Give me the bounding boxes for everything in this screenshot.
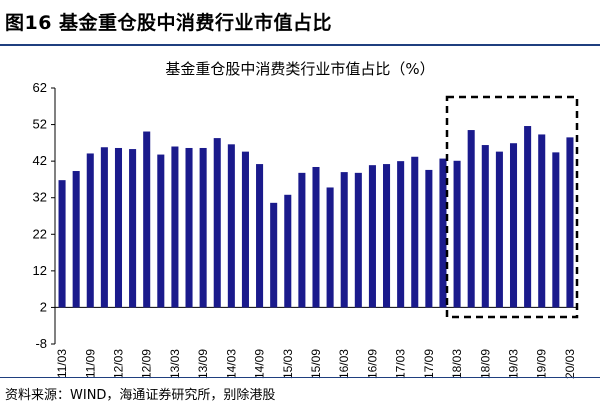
x-tick-label: 11/03	[55, 349, 69, 378]
bar-17-03	[397, 161, 405, 308]
bar-14-12	[270, 202, 278, 308]
bar-13-12	[213, 138, 221, 308]
x-tick-label: 14/09	[253, 349, 267, 379]
bar-14-03	[227, 144, 235, 308]
y-tick-label: -8	[35, 336, 47, 351]
bar-12-06	[129, 149, 137, 308]
y-axis-ticks: -8 2 12 22 32 42 52 62	[33, 80, 55, 351]
bar-15-12	[326, 187, 334, 308]
bar-19-09	[538, 134, 546, 308]
bar-12-12	[157, 154, 165, 308]
bar-17-12	[439, 158, 447, 308]
x-tick-label: 13/03	[168, 349, 182, 379]
chart-title: 基金重仓股中消费类行业市值占比（%）	[165, 60, 435, 78]
x-tick-label: 19/03	[507, 349, 521, 379]
x-tick-label: 15/09	[309, 349, 323, 379]
bar-11-12	[100, 147, 108, 308]
bar-11-09	[86, 153, 94, 308]
chart-bars	[58, 126, 574, 308]
x-tick-label: 17/03	[394, 349, 408, 379]
x-tick-label: 12/03	[111, 349, 125, 379]
bar-16-09	[368, 165, 376, 308]
x-tick-label: 15/03	[281, 349, 295, 379]
y-tick-label: 42	[33, 153, 47, 168]
bar-16-03	[340, 172, 348, 308]
x-tick-label: 11/09	[83, 349, 97, 378]
header-rule	[0, 44, 600, 46]
bar-13-09	[199, 147, 207, 308]
bar-17-09	[425, 169, 433, 308]
x-tick-label: 13/09	[196, 349, 210, 379]
bar-15-06	[298, 172, 306, 308]
figure-label: 图16 基金重仓股中消费行业市值占比	[5, 12, 333, 34]
bar-19-06	[524, 126, 532, 308]
bar-20-03	[566, 137, 574, 308]
bar-15-03	[284, 194, 292, 308]
bar-12-09	[143, 131, 151, 308]
y-tick-label: 22	[33, 226, 47, 241]
bar-12-03	[114, 147, 123, 308]
source-note: 资料来源：WIND，海通证券研究所，别除港股	[5, 388, 276, 403]
y-tick-label: 2	[40, 299, 47, 314]
x-axis-ticks: 11/03 11/09 12/03 12/09 13/03 13/09 14/03 14/09…	[55, 349, 577, 379]
highlight-box-layer	[445, 95, 579, 319]
x-tick-label: 16/03	[337, 349, 351, 379]
y-tick-label: 32	[33, 190, 47, 205]
x-tick-label: 18/03	[450, 349, 464, 379]
source-rule	[0, 377, 600, 378]
bar-16-12	[383, 164, 391, 308]
x-tick-label: 12/09	[140, 349, 154, 379]
bar-18-12	[495, 151, 503, 308]
bar-13-03	[171, 146, 179, 308]
bar-14-06	[241, 151, 249, 308]
bar-18-03	[453, 160, 461, 308]
bar-18-09	[481, 145, 489, 308]
bar-15-09	[312, 166, 320, 308]
x-tick-label: 20/03	[563, 349, 577, 379]
bar-14-09	[256, 164, 264, 308]
y-tick-label: 52	[33, 117, 47, 132]
bar-19-12	[552, 152, 560, 308]
x-tick-label: 19/09	[535, 349, 549, 379]
chart-axes	[54, 88, 577, 344]
highlight-box	[445, 95, 579, 319]
bar-13-06	[185, 147, 193, 308]
x-tick-label: 16/09	[365, 349, 379, 379]
bar-17-06	[411, 156, 419, 308]
x-tick-label: 18/09	[478, 349, 492, 379]
y-tick-label: 12	[33, 263, 47, 278]
figure-header: 图16 基金重仓股中消费行业市值占比	[0, 0, 600, 46]
bar-19-03	[509, 143, 518, 308]
bar-16-06	[354, 172, 362, 308]
bar-11-06	[72, 171, 80, 308]
bar-11-03	[58, 180, 66, 308]
bar-18-06	[467, 130, 475, 308]
y-tick-label: 62	[33, 80, 47, 95]
x-tick-label: 17/09	[422, 349, 436, 379]
x-tick-label: 14/03	[224, 349, 238, 379]
